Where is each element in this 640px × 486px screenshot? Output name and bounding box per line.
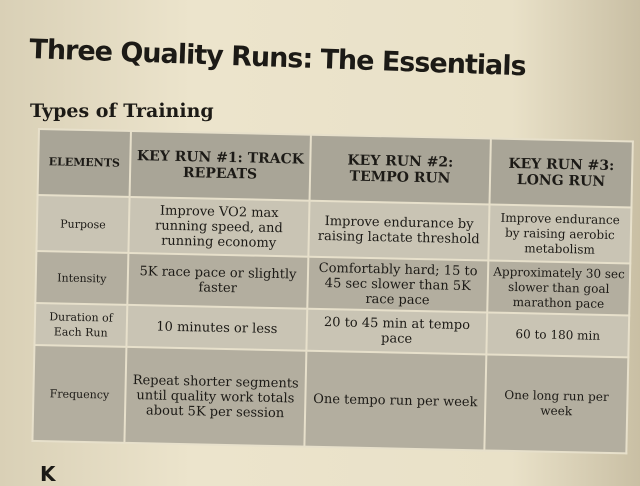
column-header: ELEMENTS xyxy=(37,129,131,197)
row-label: Purpose xyxy=(36,195,130,253)
table-cell: 60 to 180 min xyxy=(486,312,630,358)
table-row: Frequency Repeat shorter segments until … xyxy=(32,344,629,454)
table-cell: 20 to 45 min at tempo pace xyxy=(306,308,488,355)
section-heading: Types of Training xyxy=(30,100,214,122)
row-label: Intensity xyxy=(35,250,129,305)
table-cell: 10 minutes or less xyxy=(126,304,308,351)
row-label: Frequency xyxy=(32,344,127,443)
row-label: Duration of Each Run xyxy=(34,302,128,347)
table-cell: Improve VO2 max running speed, and runni… xyxy=(128,196,310,257)
column-header: KEY RUN #3: LONG RUN xyxy=(489,138,633,208)
table-cell: Improve endurance by raising lactate thr… xyxy=(308,200,490,261)
table-cell: Improve endurance by raising aerobic met… xyxy=(488,204,632,264)
column-header: KEY RUN #2: TEMPO RUN xyxy=(309,134,491,205)
table-cell: Approximately 30 sec slower than goal ma… xyxy=(487,260,631,316)
training-table: ELEMENTS KEY RUN #1: TRACK REPEATS KEY R… xyxy=(31,128,633,454)
header-row: ELEMENTS KEY RUN #1: TRACK REPEATS KEY R… xyxy=(37,129,633,208)
table-cell: One tempo run per week xyxy=(304,350,487,451)
page-title: Three Quality Runs: The Essentials xyxy=(28,34,527,83)
table-cell: Comfortably hard; 15 to 45 sec slower th… xyxy=(307,256,489,313)
table-cell: 5K race pace or slightly faster xyxy=(127,252,309,309)
column-header: KEY RUN #1: TRACK REPEATS xyxy=(129,130,311,201)
table-cell: Repeat shorter segments until quality wo… xyxy=(124,346,307,447)
table-cell: One long run per week xyxy=(484,354,629,454)
next-heading-fragment: K xyxy=(40,462,56,486)
